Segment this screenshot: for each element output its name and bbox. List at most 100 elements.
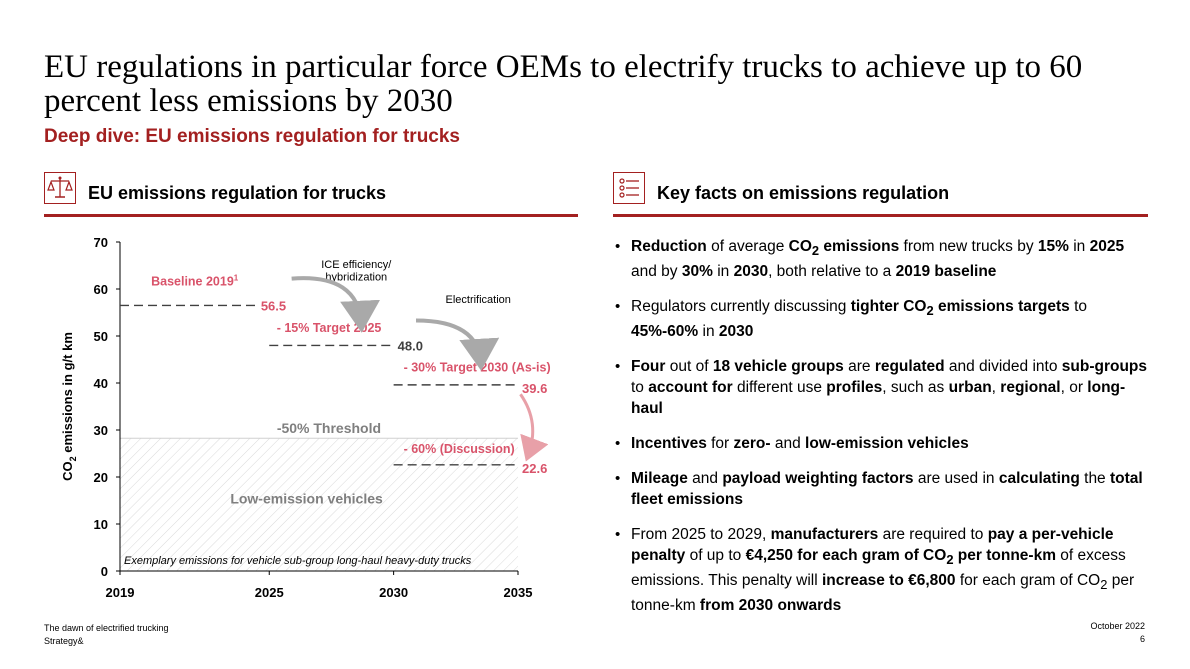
- fact-text-run: , both relative to a: [768, 263, 896, 281]
- page-subtitle: Deep dive: EU emissions regulation for t…: [44, 126, 460, 147]
- fact-text-run: to: [631, 379, 649, 397]
- fact-text-run: €4,250 for each gram of CO: [745, 547, 947, 565]
- fact-text-run: 2019 baseline: [895, 263, 997, 281]
- fact-text-run: long-haul: [631, 379, 1126, 418]
- y-axis-label-part: emissions in g/t km: [60, 332, 75, 456]
- fact-text-run: in: [712, 263, 734, 281]
- fact-text-run: regional: [1000, 379, 1061, 397]
- fact-text-run: CO: [788, 238, 812, 255]
- emissions-chart: -50% Threshold Low-emission vehicles 0 10 20…: [44, 228, 584, 610]
- fact-text-run: 2030: [718, 323, 754, 341]
- fact-text-run: Incentives: [631, 435, 707, 453]
- target-label-superscript: 1: [234, 274, 239, 283]
- annotation-electrification: Electrification: [445, 294, 510, 306]
- arrow-ice-efficiency: [291, 276, 381, 333]
- fact-text-run: zero-: [733, 435, 771, 453]
- fact-item: Reduction of average CO2 emissions from …: [613, 236, 1153, 282]
- fact-text-run: ,: [991, 379, 1001, 397]
- fact-text-run: From 2025 to 2029,: [631, 526, 771, 544]
- fact-text-run: the: [1079, 470, 1110, 488]
- fact-text-run: 2025: [1089, 238, 1125, 255]
- fact-text-run: 30%: [681, 263, 713, 281]
- y-axis-label-subscript: 2: [68, 456, 78, 461]
- fact-text-run: low-emission vehicles: [805, 435, 969, 453]
- y-tick-label: 0: [101, 564, 108, 579]
- x-tick-label: 2030: [379, 585, 408, 600]
- fact-item: From 2025 to 2029, manufacturers are req…: [613, 524, 1153, 616]
- key-facts-list: Reduction of average CO2 emissions from …: [613, 236, 1153, 630]
- y-tick-label: 20: [94, 470, 108, 485]
- fact-text-run: and divided into: [944, 358, 1062, 376]
- target-label: Baseline 20191: [151, 274, 239, 289]
- fact-item: Mileage and payload weighting factors ar…: [613, 468, 1153, 510]
- fact-text-run: Four: [631, 358, 666, 376]
- fact-text-run: of average: [706, 238, 789, 255]
- scale-icon: [44, 172, 76, 204]
- footer-source-line2: Strategy&: [44, 636, 84, 646]
- fact-text-run: Mileage: [631, 470, 688, 488]
- target-value-label: 39.6: [522, 381, 547, 396]
- fact-text-run: different use: [732, 379, 827, 397]
- page-title: EU regulations in particular force OEMs …: [44, 49, 1083, 119]
- target-label: - 60% (Discussion): [404, 442, 515, 456]
- fact-text-run: 2: [946, 552, 954, 568]
- fact-text-run: per tonne-km: [953, 547, 1056, 565]
- y-tick-label: 70: [94, 235, 108, 250]
- fact-text-run: profiles: [826, 379, 883, 397]
- fact-item: Regulators currently discussing tighter …: [613, 296, 1153, 342]
- fact-item: Incentives for zero- and low-emission ve…: [613, 433, 1153, 454]
- fact-text-run: 2: [811, 243, 820, 259]
- annotation-ice-line2: hybridization: [325, 272, 387, 284]
- target-value-label: 22.6: [522, 461, 547, 476]
- fact-text-run: calculating: [998, 470, 1080, 488]
- chart-panel-header: EU emissions regulation for trucks: [44, 172, 578, 217]
- fact-text-run: from 2030 onwards: [699, 597, 842, 615]
- fact-text-run: and: [770, 435, 806, 453]
- fact-text-run: and by: [631, 263, 682, 281]
- fact-text-run: 2030: [733, 263, 769, 281]
- fact-text-run: urban: [948, 379, 992, 397]
- fact-text-run: of up to: [685, 547, 746, 565]
- fact-text-run: manufacturers: [770, 526, 879, 544]
- fact-text-run: , or: [1060, 379, 1088, 397]
- target-value-label: 56.5: [261, 298, 286, 313]
- fact-text-run: payload weighting factors: [722, 470, 914, 488]
- fact-text-run: are required to: [878, 526, 988, 544]
- fact-text-run: total fleet emissions: [631, 470, 1143, 509]
- x-tick-label: 2035: [504, 585, 533, 600]
- arrow-electrification: [416, 318, 500, 371]
- fact-text-run: 15%: [1037, 238, 1069, 255]
- fact-text-run: emissions: [819, 238, 900, 255]
- chart-footnote: Exemplary emissions for vehicle sub-grou…: [124, 555, 472, 567]
- fact-text-run: 18 vehicle groups: [712, 358, 844, 376]
- y-axis-label: CO2 emissions in g/t km: [60, 332, 78, 481]
- region-label: Low-emission vehicles: [230, 490, 383, 506]
- checklist-icon: [613, 172, 645, 204]
- facts-panel-heading: Key facts on emissions regulation: [657, 183, 950, 203]
- fact-text-run: are used in: [913, 470, 999, 488]
- fact-text-run: of excess emissions. This penalty will: [631, 547, 1126, 590]
- y-tick-label: 60: [94, 282, 108, 297]
- fact-text-run: to: [1069, 298, 1087, 316]
- target-value-label: 48.0: [398, 338, 423, 353]
- low-emission-region: [120, 438, 518, 571]
- emissions-chart-svg: -50% Threshold Low-emission vehicles 0 10 20…: [60, 235, 551, 600]
- target-label: - 15% Target 2025: [277, 321, 382, 335]
- fact-text-run: , such as: [882, 379, 949, 397]
- fact-text-run: tighter CO: [850, 298, 927, 316]
- fact-text-run: in: [1068, 238, 1090, 255]
- annotation-ice: ICE efficiency/: [321, 259, 392, 271]
- fact-text-run: emissions targets: [933, 298, 1070, 316]
- y-tick-label: 50: [94, 329, 108, 344]
- y-tick-label: 40: [94, 376, 108, 391]
- footer-date: October 2022: [1090, 621, 1145, 631]
- fact-text-run: 45%-60%: [631, 323, 699, 341]
- x-tick-label: 2019: [106, 585, 135, 600]
- x-tick-label: 2025: [255, 585, 284, 600]
- fact-text-run: out of: [665, 358, 713, 376]
- fact-text-run: for: [706, 435, 734, 453]
- target-label: - 30% Target 2030 (As-is): [404, 361, 551, 375]
- threshold-label: -50% Threshold: [277, 420, 381, 436]
- footer-source: The dawn of electrified trucking Strateg…: [44, 622, 169, 648]
- fact-text-run: pay a per-vehicle penalty: [631, 526, 1114, 565]
